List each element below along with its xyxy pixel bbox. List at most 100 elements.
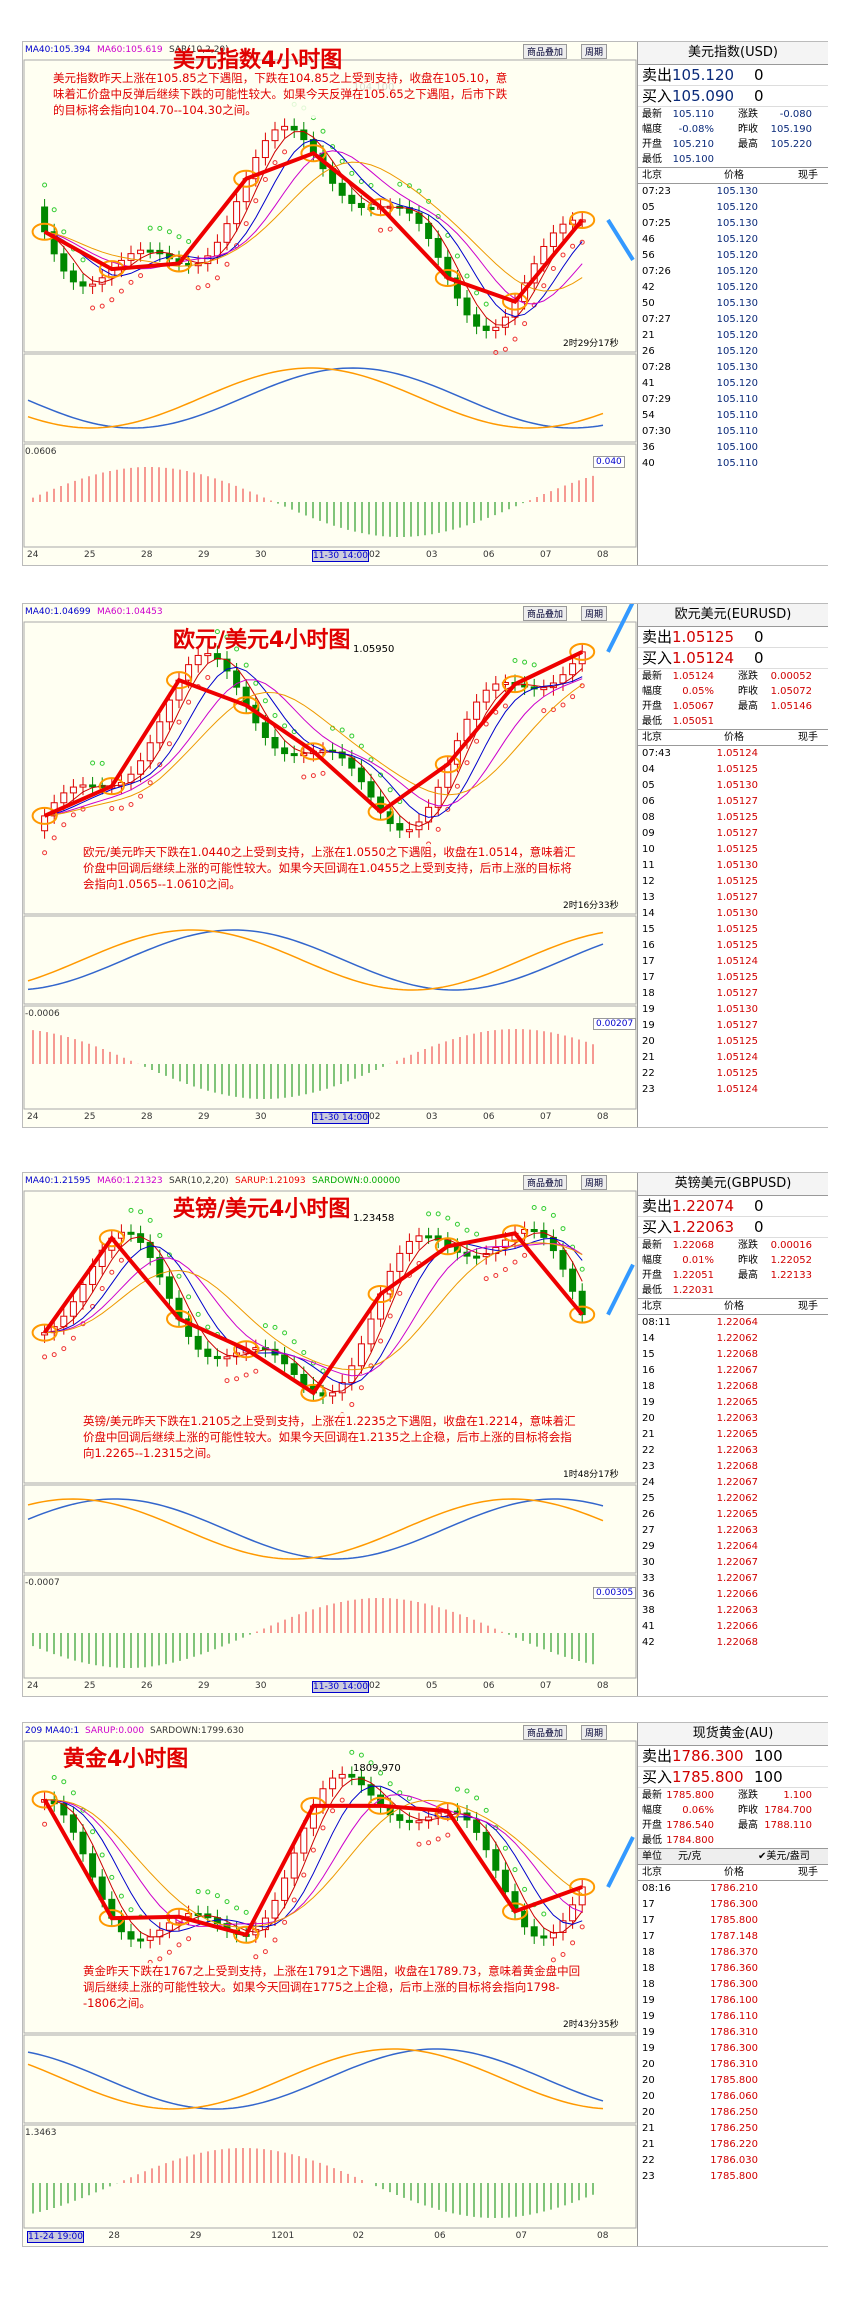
sar-dot <box>522 321 528 327</box>
stat-value: 1.05146 <box>770 701 812 712</box>
candle-body <box>165 1276 173 1299</box>
tick-time: 26 <box>642 346 655 357</box>
date-label: 1201 <box>271 2231 295 2241</box>
candle-body <box>271 736 279 749</box>
sar-dot <box>262 177 268 183</box>
tick-row: 19 1786.110 <box>638 2009 828 2025</box>
sar-dot <box>435 1836 441 1842</box>
price-volume: 0 <box>754 87 764 105</box>
tick-row: 19 1.22065 <box>638 1395 828 1411</box>
tick-row: 54 105.110 <box>638 408 828 424</box>
sar-dot <box>464 1227 470 1233</box>
tick-price: 1.05125 <box>716 972 758 983</box>
indicator-label: SARDOWN:0.00000 <box>312 1176 401 1186</box>
tick-price: 1.05125 <box>716 924 758 935</box>
date-label: 06 <box>483 1681 495 1691</box>
sar-dot <box>214 275 220 281</box>
tick-row: 17 1.05124 <box>638 954 828 970</box>
stat-row: 开盘 105.210 最高 105.220 <box>638 137 828 152</box>
pivot-marker <box>233 1340 260 1359</box>
sar-dot <box>128 1207 134 1213</box>
tick-time: 17 <box>642 1899 655 1910</box>
sar-dot <box>128 802 134 808</box>
list-header-label: 北京 <box>642 732 662 743</box>
toolbar-button: 周期 <box>581 1175 608 1190</box>
pivot-marker <box>31 222 58 241</box>
sar-dot <box>483 301 489 307</box>
sar-dot <box>579 1924 585 1930</box>
price-volume: 100 <box>754 1768 783 1786</box>
analysis-note: 英镑/美元昨天下跌在1.2105之上受到支持，上涨在1.2235之下遇阻，收盘在… <box>83 1413 583 1461</box>
tick-price: 105.110 <box>716 426 758 437</box>
tick-price: 1.22067 <box>716 1365 758 1376</box>
sar-dot <box>195 285 201 291</box>
tick-time: 08:11 <box>642 1317 671 1328</box>
moving-average <box>44 1243 583 1377</box>
stat-row: 最低 1784.800 <box>638 1833 828 1848</box>
tick-price: 1.22066 <box>716 1621 758 1632</box>
tick-row: 23 1.22068 <box>638 1459 828 1475</box>
tick-price: 1.05125 <box>716 1036 758 1047</box>
tick-price: 105.130 <box>716 186 758 197</box>
tick-price: 1.05127 <box>716 1020 758 1031</box>
tick-price: 1786.310 <box>710 2059 758 2070</box>
tick-time: 18 <box>642 1963 655 1974</box>
list-header: 北京 价格 现手 <box>638 1298 828 1315</box>
sar-dot <box>224 1378 230 1384</box>
tick-time: 07:30 <box>642 426 671 437</box>
tick-row: 18 1.22068 <box>638 1379 828 1395</box>
sar-dot <box>339 727 345 733</box>
tick-row: 21 1786.250 <box>638 2121 828 2137</box>
tick-price: 1.22063 <box>716 1605 758 1616</box>
date-label: 28 <box>141 1112 153 1122</box>
chart-canvas <box>23 59 637 548</box>
stat-value: -0.08% <box>678 124 714 135</box>
trend-zigzag <box>42 1798 583 1938</box>
pane-frame <box>23 1574 637 1679</box>
candle-body <box>281 1354 289 1365</box>
sar-dot <box>349 170 355 176</box>
tick-row: 42 105.120 <box>638 280 828 296</box>
tick-row: 36 105.100 <box>638 440 828 456</box>
sar-dot <box>51 835 57 841</box>
candle-body <box>338 1382 346 1394</box>
list-header-label: 北京 <box>642 170 662 181</box>
sar-dot <box>474 738 480 744</box>
countdown: 2时16分33秒 <box>563 901 619 911</box>
sar-dot <box>541 283 547 289</box>
tick-price: 1.22066 <box>716 1589 758 1600</box>
price-value: 105.090 <box>672 87 735 105</box>
moving-average <box>44 666 583 818</box>
tick-row: 24 1.22067 <box>638 1475 828 1491</box>
oscillator-value: 0.0606 <box>25 447 57 457</box>
sar-dot <box>330 144 336 150</box>
pane-frame <box>23 353 637 443</box>
candle-body <box>69 1301 77 1317</box>
price-row: 买入 105.090 0 <box>638 86 828 107</box>
stat-value: 1.05051 <box>672 716 714 727</box>
sar-dot <box>512 658 518 664</box>
sar-dot <box>70 1790 76 1796</box>
stat-value: 0.01% <box>682 1255 714 1266</box>
pivot-marker <box>233 696 260 715</box>
tick-time: 22 <box>642 2155 655 2166</box>
sar-dot <box>320 1825 326 1831</box>
date-label: 11-30 14:00 <box>312 1681 369 1693</box>
tick-price: 1.22062 <box>716 1333 758 1344</box>
sar-dot <box>445 1832 451 1838</box>
sar-dot <box>387 226 393 232</box>
tick-time: 19 <box>642 2043 655 2054</box>
candle-body <box>569 1904 577 1922</box>
tick-time: 19 <box>642 1995 655 2006</box>
oscillator-value: 1.3463 <box>25 2128 57 2138</box>
tick-row: 17 1787.148 <box>638 1929 828 1945</box>
tick-time: 42 <box>642 1637 655 1648</box>
candle-body <box>348 1365 356 1384</box>
tick-time: 20 <box>642 2091 655 2102</box>
stat-value: 1.05072 <box>770 686 812 697</box>
candle-body <box>271 1899 279 1919</box>
sar-dot <box>454 253 460 259</box>
sar-dot <box>416 1841 422 1847</box>
candle-body <box>473 314 481 327</box>
tick-row: 26 1.22065 <box>638 1507 828 1523</box>
